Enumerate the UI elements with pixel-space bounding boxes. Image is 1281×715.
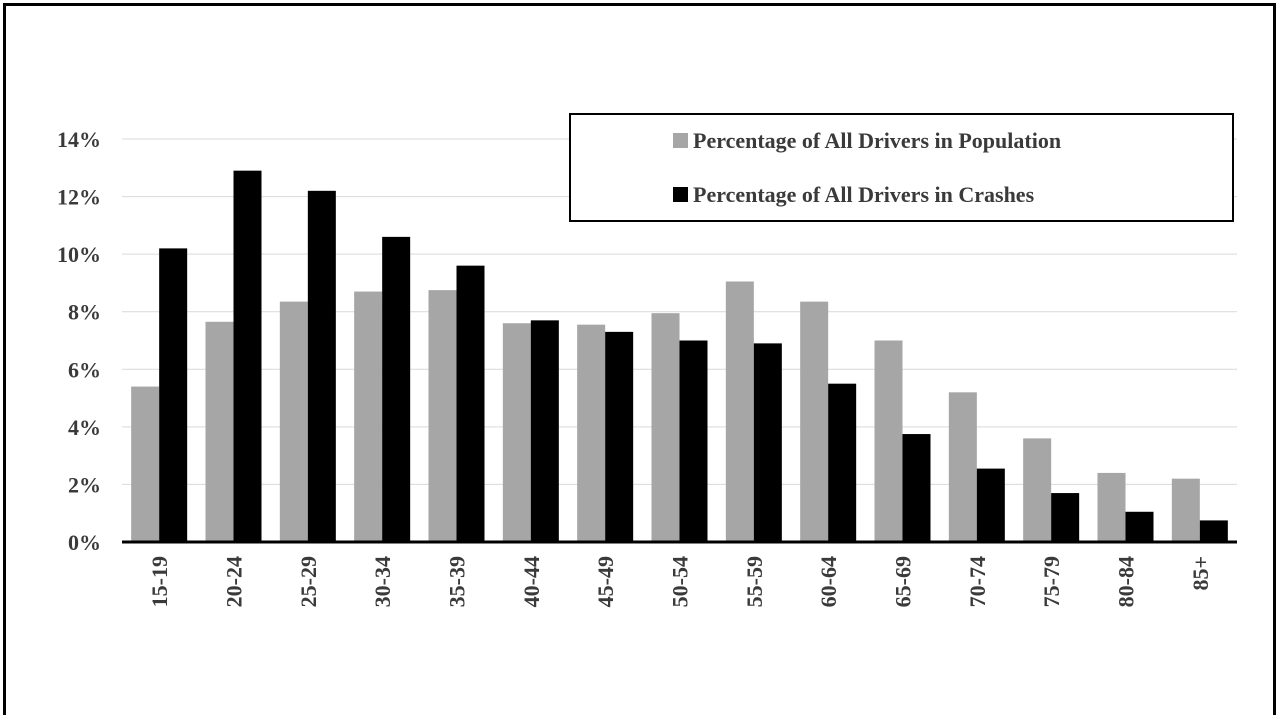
bar-population (205, 321, 234, 542)
bar-crashes (1199, 520, 1228, 542)
x-tick-label: 15-19 (147, 556, 172, 607)
bar-crashes (605, 331, 634, 542)
bar-population (874, 340, 903, 542)
bar-population (502, 323, 531, 542)
x-axis-ticks: 15-19 20-24 25-29 30-34 35-39 40-44 45-49 50-54… (147, 556, 1213, 607)
x-tick-label: 85+ (1188, 556, 1213, 591)
bar-crashes (1125, 511, 1154, 542)
y-tick-label: 6% (68, 357, 101, 382)
y-tick-label: 10% (57, 242, 101, 267)
y-tick-label: 2% (68, 472, 101, 497)
bar-population (577, 324, 606, 542)
y-tick-label: 8% (68, 300, 101, 325)
y-tick-label: 4% (68, 415, 101, 440)
x-tick-label: 55-59 (742, 556, 767, 607)
x-tick-label: 35-39 (445, 556, 470, 607)
bar-population (725, 281, 754, 542)
y-axis-ticks: 0% 2% 4% 6% 8% 10% 12% 14% (57, 127, 101, 555)
bar-crashes (159, 248, 188, 542)
bar-crashes (456, 265, 485, 542)
bar-population (1097, 472, 1126, 542)
legend: Percentage of All Drivers in Population … (569, 113, 1234, 222)
bars (131, 170, 1228, 543)
bar-crashes (902, 434, 931, 542)
x-tick-label: 40-44 (519, 556, 544, 607)
bar-population (651, 313, 680, 542)
bar-population (1171, 478, 1200, 542)
y-tick-label: 14% (57, 127, 101, 152)
x-tick-label: 50-54 (668, 556, 693, 607)
legend-label-population: Percentage of All Drivers in Population (693, 128, 1061, 153)
legend-swatch-population (673, 133, 688, 148)
x-tick-label: 80-84 (1114, 556, 1139, 607)
legend-swatch-crashes (673, 187, 688, 202)
bar-population (800, 301, 829, 542)
bar-crashes (1051, 493, 1080, 542)
bar-crashes (382, 236, 411, 542)
x-tick-label: 30-34 (370, 556, 395, 607)
legend-label-crashes: Percentage of All Drivers in Crashes (693, 182, 1035, 207)
y-tick-label: 0% (68, 530, 101, 555)
bar-crashes (679, 340, 708, 542)
bar-population (131, 386, 160, 542)
y-tick-label: 12% (57, 185, 101, 210)
bar-population (1023, 438, 1052, 542)
bar-crashes (976, 468, 1005, 542)
bar-population (428, 290, 457, 542)
bar-crashes (530, 320, 559, 542)
x-tick-label: 70-74 (965, 556, 990, 607)
bar-crashes (828, 383, 857, 542)
x-tick-label: 25-29 (296, 556, 321, 607)
bar-population (948, 392, 977, 542)
bar-population (279, 301, 308, 542)
bar-crashes (753, 343, 782, 542)
bar-crashes (233, 170, 262, 542)
legend-box (569, 113, 1234, 222)
x-tick-label: 45-49 (593, 556, 618, 607)
x-tick-label: 65-69 (891, 556, 916, 607)
x-tick-label: 75-79 (1039, 556, 1064, 607)
bar-population (354, 291, 383, 542)
bar-crashes (307, 190, 336, 543)
x-tick-label: 20-24 (222, 556, 247, 607)
x-tick-label: 60-64 (816, 556, 841, 607)
chart-frame (3, 3, 1276, 715)
